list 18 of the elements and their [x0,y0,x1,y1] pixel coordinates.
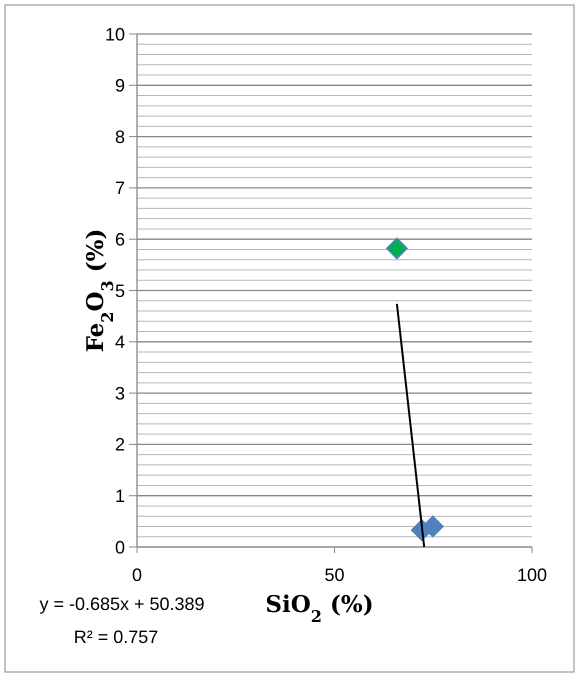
text: R² = 0.757 [74,627,158,647]
y-tick-label: 10 [104,24,125,44]
x-tick-label: 0 [132,565,142,585]
y-tick-label: 1 [114,486,125,506]
y-tick-label: 0 [114,537,125,558]
x-tick-label: 50 [324,565,345,585]
point [386,238,408,260]
y-tick-label: 2 [114,434,125,455]
x-axis-title: SiO$_{2}$ (%) [265,591,374,626]
y-tick-label: 7 [114,178,125,198]
y-tick-label: 8 [114,126,125,147]
text: y = -0.685x + 50.389 [39,594,205,614]
y-tick-label: 6 [114,230,125,250]
y-tick-label: 5 [114,280,125,301]
y-tick-label: 4 [114,332,125,352]
x-tick-label: 100 [516,565,548,585]
y-tick-label: 9 [114,76,125,96]
y-tick-label: 3 [114,383,125,404]
